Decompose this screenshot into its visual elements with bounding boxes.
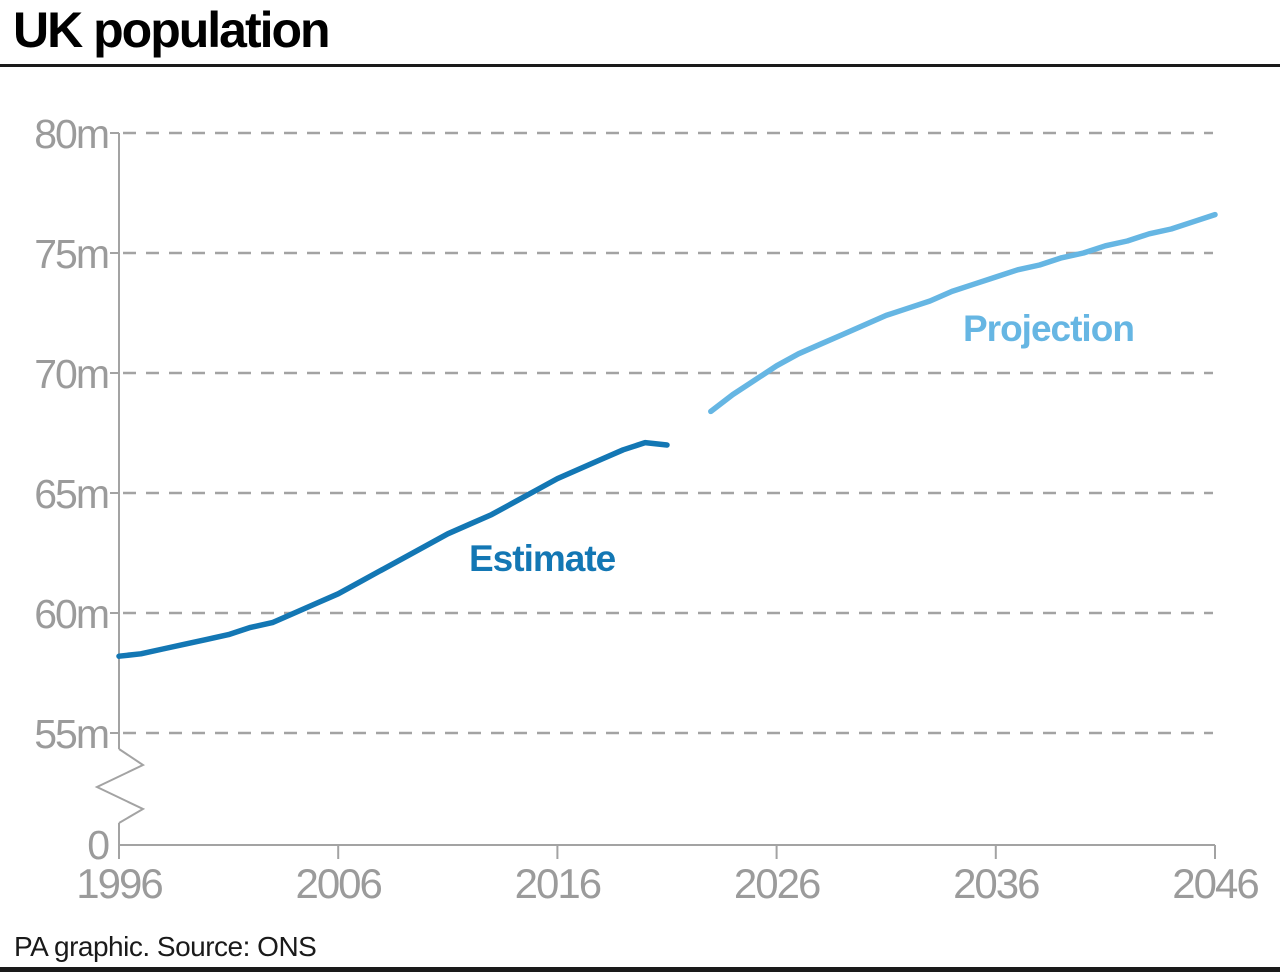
y-zero-label: 0	[87, 822, 109, 868]
y-tick-label: 70m	[34, 351, 108, 397]
x-tick-label: 2036	[953, 860, 1039, 907]
x-tick-label: 1996	[76, 860, 162, 907]
x-tick-label: 2016	[515, 860, 601, 907]
x-tick-label: 2006	[295, 860, 381, 907]
x-tick-label: 2026	[734, 860, 820, 907]
page-title: UK population	[13, 2, 331, 58]
estimate-label: Estimate	[469, 538, 616, 579]
projection-line	[708, 211, 1218, 415]
x-tick-label: 2046	[1172, 860, 1258, 907]
y-tick-label: 60m	[34, 591, 108, 637]
y-tick-label: 65m	[34, 471, 108, 517]
source-caption: PA graphic. Source: ONS	[14, 931, 317, 962]
y-tick-label: 80m	[34, 111, 108, 157]
y-tick-label: 55m	[34, 711, 108, 757]
projection-label: Projection	[963, 308, 1134, 349]
footer-divider	[0, 967, 1280, 972]
y-tick-label: 75m	[34, 231, 108, 277]
estimate-line	[116, 439, 670, 659]
header-divider	[0, 64, 1280, 67]
axis-break-zigzag-icon	[94, 748, 146, 824]
